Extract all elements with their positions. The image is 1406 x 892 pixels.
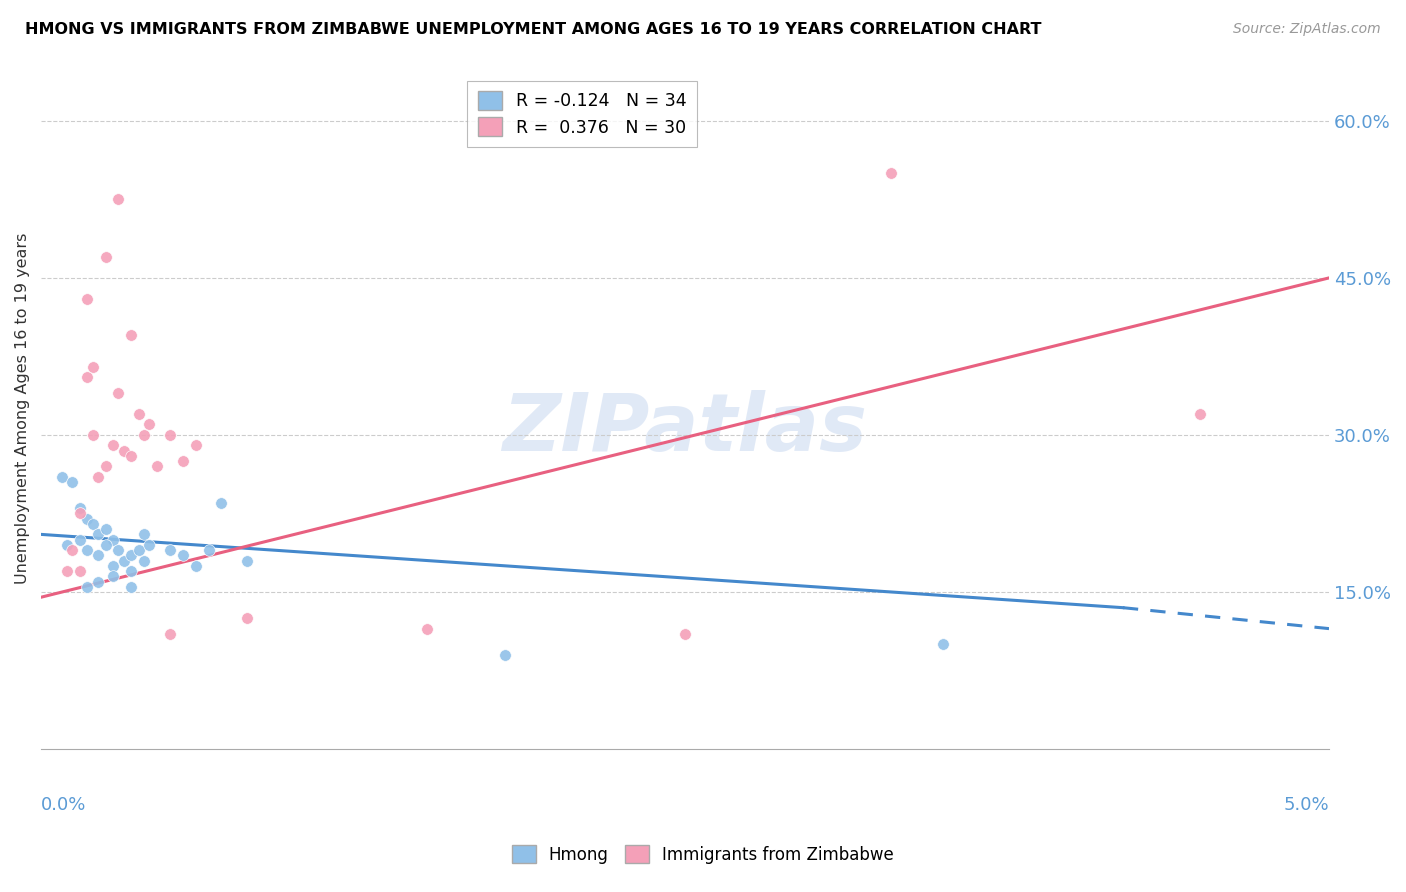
Point [120, 328, 142, 343]
Point [673, 627, 696, 641]
Point [60, 543, 83, 558]
Point [82, 428, 104, 442]
Point [209, 496, 232, 510]
Point [69, 533, 91, 547]
Point [87, 470, 110, 484]
Point [120, 549, 142, 563]
Point [76, 370, 98, 384]
Point [138, 417, 160, 432]
Point [76, 511, 98, 525]
Point [120, 564, 142, 578]
Point [172, 454, 194, 468]
Point [76, 543, 98, 558]
Point [134, 527, 156, 541]
Point [94, 250, 117, 264]
Point [931, 637, 953, 651]
Point [236, 553, 259, 567]
Point [197, 543, 219, 558]
Point [69, 501, 91, 516]
Point [107, 386, 129, 401]
Point [146, 459, 169, 474]
Point [120, 449, 142, 463]
Point [103, 569, 125, 583]
Point [69, 564, 91, 578]
Y-axis label: Unemployment Among Ages 16 to 19 years: Unemployment Among Ages 16 to 19 years [15, 233, 30, 584]
Point [56, 564, 79, 578]
Point [128, 543, 150, 558]
Text: ZIPatlas: ZIPatlas [502, 390, 868, 468]
Point [494, 648, 516, 662]
Point [76, 580, 98, 594]
Text: 0.0%: 0.0% [41, 797, 87, 814]
Point [112, 553, 135, 567]
Point [159, 543, 181, 558]
Point [120, 580, 142, 594]
Point [76, 292, 98, 306]
Point [82, 359, 104, 374]
Point [128, 407, 150, 421]
Text: HMONG VS IMMIGRANTS FROM ZIMBABWE UNEMPLOYMENT AMONG AGES 16 TO 19 YEARS CORRELA: HMONG VS IMMIGRANTS FROM ZIMBABWE UNEMPL… [25, 22, 1042, 37]
Point [416, 622, 439, 636]
Point [112, 443, 135, 458]
Point [184, 438, 207, 452]
Point [94, 538, 117, 552]
Point [134, 553, 156, 567]
Point [138, 538, 160, 552]
Point [87, 527, 110, 541]
Point [159, 428, 181, 442]
Point [94, 522, 117, 536]
Text: 5.0%: 5.0% [1284, 797, 1329, 814]
Point [60, 475, 83, 489]
Point [87, 574, 110, 589]
Legend: Hmong, Immigrants from Zimbabwe: Hmong, Immigrants from Zimbabwe [506, 838, 900, 871]
Point [51, 470, 73, 484]
Point [172, 549, 194, 563]
Point [184, 558, 207, 573]
Point [94, 459, 117, 474]
Point [1189, 407, 1212, 421]
Point [87, 549, 110, 563]
Point [69, 507, 91, 521]
Point [103, 558, 125, 573]
Point [82, 516, 104, 531]
Point [880, 166, 903, 180]
Point [236, 611, 259, 625]
Point [56, 538, 79, 552]
Point [107, 543, 129, 558]
Point [103, 438, 125, 452]
Point [107, 193, 129, 207]
Text: Source: ZipAtlas.com: Source: ZipAtlas.com [1233, 22, 1381, 37]
Point [159, 627, 181, 641]
Legend: R = -0.124   N = 34, R =  0.376   N = 30: R = -0.124 N = 34, R = 0.376 N = 30 [467, 80, 697, 147]
Point [103, 533, 125, 547]
Point [134, 428, 156, 442]
